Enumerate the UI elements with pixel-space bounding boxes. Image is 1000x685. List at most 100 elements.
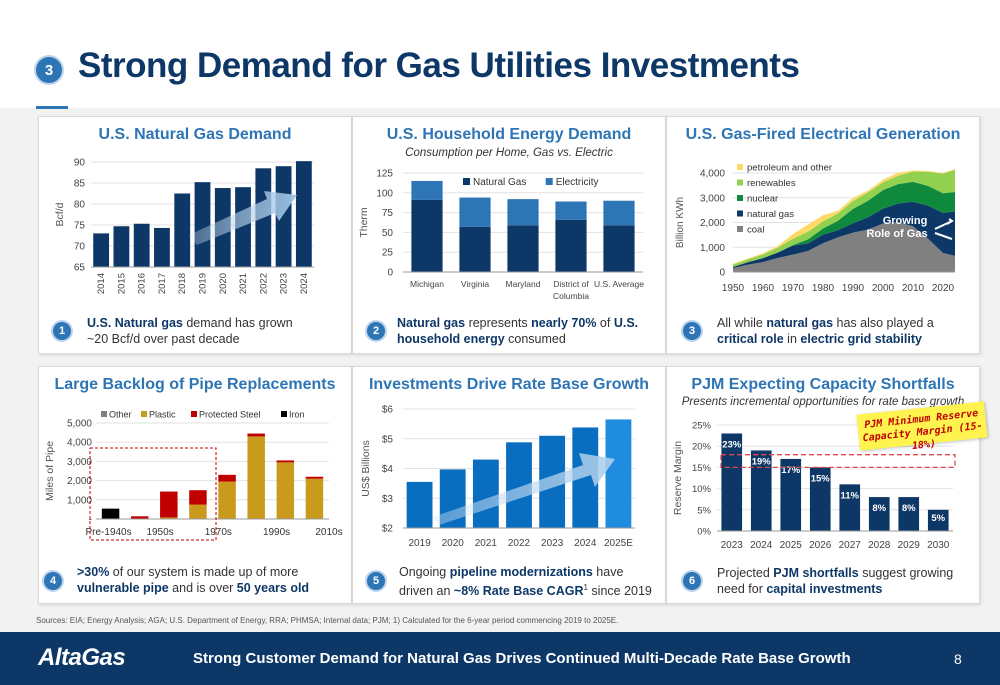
y-tick-label: 80 — [74, 200, 86, 211]
panel-badge-4: 4 — [44, 572, 62, 590]
legend-swatch — [281, 411, 287, 417]
y-tick-label: 100 — [376, 188, 393, 199]
caption-bold: household energy — [397, 332, 505, 346]
panel-badge-2: 2 — [367, 322, 385, 340]
x-tick-label: 2020 — [218, 273, 229, 294]
legend-label: Natural Gas — [473, 177, 526, 188]
legend-swatch — [545, 178, 553, 185]
caption-text: of — [596, 316, 614, 330]
bar — [898, 497, 920, 531]
y-tick-label: 2,000 — [700, 218, 725, 229]
bar — [605, 419, 632, 528]
data-label: 11% — [841, 490, 860, 501]
panel-household-energy: U.S. Household Energy Demand Consumption… — [352, 116, 666, 354]
page-number: 8 — [954, 651, 962, 667]
household-energy-chart: 0 25 50 75 100 125 Therm Michigan Virginia Maryla… — [358, 169, 644, 302]
panel-caption: Ongoing pipeline modernizations have dri… — [399, 564, 652, 599]
bar — [133, 223, 150, 267]
x-tick-label: 2025E — [604, 538, 633, 549]
title-underline — [36, 106, 68, 109]
x-tick-label: 2023 — [541, 538, 564, 549]
y-tick-label: 75 — [382, 208, 394, 219]
y-tick-label: 4,000 — [700, 169, 725, 180]
bar-electricity — [459, 197, 491, 227]
area-coal — [733, 222, 955, 272]
bar-protected-steel — [305, 476, 324, 479]
reserve-margin-band — [720, 454, 956, 469]
x-tick-label: 1970s — [205, 527, 232, 538]
section-number-badge: 3 — [36, 57, 62, 83]
x-tick-label: 2024 — [750, 540, 773, 551]
growth-arrow — [433, 453, 615, 525]
y-tick-label: 50 — [382, 228, 394, 239]
y-tick-label: 5,000 — [67, 419, 92, 430]
caption-text: represents — [465, 316, 532, 330]
caption-bold: 50 years old — [236, 581, 310, 595]
panel-subtitle: Presents incremental opportunities for r… — [681, 396, 965, 408]
y-tick-label: 15% — [692, 463, 712, 474]
y-tick-label: 0 — [387, 268, 393, 279]
caption-bold: Natural gas — [397, 316, 466, 330]
caption-bold: ~8% Rate Base CAGR — [453, 584, 584, 599]
growing-role-annotation: Growing — [883, 215, 928, 227]
y-tick-label: 1,000 — [700, 243, 725, 254]
x-tick-label: 1950s — [146, 527, 173, 538]
x-tick-label: 2020 — [442, 538, 465, 549]
bar-natural-gas — [507, 225, 539, 272]
growth-arrow — [189, 191, 297, 245]
x-tick-label: 2020 — [932, 283, 955, 294]
x-tick-label: Maryland — [506, 279, 541, 289]
x-tick-label: 2000 — [872, 283, 895, 294]
x-tick-label: 2021 — [238, 273, 249, 294]
caption-bold-red: vulnerable pipe — [77, 581, 169, 595]
pjm-reserve-margin-chart: 0% 5% 10% 15% 20% 25% Reserve Margin 23% 2023 19%… — [672, 421, 956, 551]
caption-text: Ongoing — [399, 565, 450, 579]
legend-swatch — [737, 226, 743, 232]
y-tick-label: 85 — [74, 179, 86, 190]
legend-label: Plastic — [149, 410, 176, 420]
legend-swatch — [463, 178, 470, 185]
y-tick-label: 1,000 — [67, 495, 92, 506]
y-tick-label: $2 — [382, 524, 394, 535]
y-tick-label: $6 — [382, 405, 394, 416]
x-tick-label: 2024 — [299, 273, 310, 294]
bar-electricity — [603, 200, 635, 226]
y-axis-label: US$ Billions — [360, 440, 372, 497]
x-tick-label: 2022 — [508, 538, 531, 549]
caption-bold: U.S. — [613, 316, 639, 330]
panel-caption: All while natural gas has also played a … — [717, 315, 934, 347]
y-tick-label: 20% — [692, 442, 712, 453]
x-tick-label: 2027 — [839, 540, 862, 551]
bar — [93, 233, 110, 267]
caption-text: need for — [717, 582, 767, 596]
data-label: 17% — [781, 465, 801, 476]
caption-text: ~20 Bcf/d over past decade — [87, 332, 240, 346]
legend-swatch — [737, 210, 743, 217]
panel-gas-fired-generation: U.S. Gas-Fired Electrical Generation 0 1,… — [666, 116, 980, 354]
y-axis-label: Miles of Pipe — [44, 441, 56, 501]
x-tick-label: 2026 — [809, 540, 832, 551]
x-tick-label: 2014 — [96, 273, 107, 294]
caption-bold: capital investments — [766, 582, 883, 596]
legend-label: petroleum and other — [747, 163, 832, 174]
y-tick-label: 2,000 — [67, 476, 92, 487]
x-tick-label: 1980 — [812, 283, 835, 294]
bar — [809, 467, 831, 531]
panel-caption: U.S. Natural gas demand has grown ~20 Bc… — [87, 315, 293, 347]
y-axis-label: Reserve Margin — [672, 441, 684, 515]
panel-subtitle: Consumption per Home, Gas vs. Electric — [405, 147, 613, 159]
bar — [927, 509, 949, 531]
area-petroleum-and-other — [733, 169, 955, 265]
caption-text: and is over — [168, 581, 237, 595]
caption-text: have — [592, 565, 624, 579]
x-tick-label: 2029 — [898, 540, 921, 551]
x-tick-label: 2021 — [475, 538, 498, 549]
bar-protected-steel — [247, 433, 265, 437]
panel-pjm-shortfalls: PJM Expecting Capacity Shortfalls Presen… — [666, 366, 980, 604]
panel-title: PJM Expecting Capacity Shortfalls — [691, 376, 955, 393]
y-tick-label: 4,000 — [67, 438, 92, 449]
data-label: 19% — [752, 456, 772, 467]
legend-label: coal — [747, 225, 764, 236]
x-tick-label: 2010s — [315, 527, 342, 538]
bar-plastic — [305, 478, 324, 519]
